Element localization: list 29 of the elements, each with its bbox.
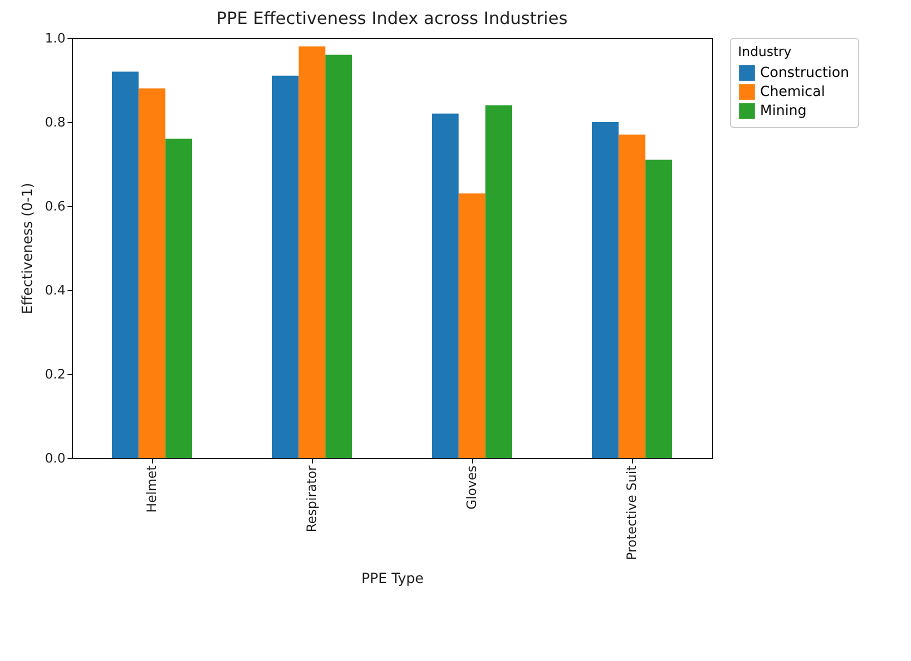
bar [325, 54, 352, 458]
x-axis-title: PPE Type [361, 571, 424, 588]
legend-label: Mining [760, 103, 806, 119]
x-tick-label: Gloves [465, 465, 480, 510]
bar [592, 122, 619, 458]
bar [645, 160, 672, 458]
y-tick-label: 0.4 [44, 284, 66, 298]
bar [458, 193, 486, 458]
bar [432, 114, 459, 458]
bar [138, 88, 166, 458]
bar [165, 138, 192, 458]
x-tick-label: Respirator [305, 464, 320, 532]
x-tick-label: Helmet [145, 466, 160, 513]
chart-title: PPE Effectiveness Index across Industries [216, 9, 568, 29]
y-tick-label: 0.0 [44, 452, 66, 466]
bar [272, 76, 299, 458]
y-tick-label: 0.2 [44, 368, 66, 382]
legend-label: Chemical [760, 84, 825, 100]
legend-title: Industry [738, 45, 792, 60]
legend-label: Construction [760, 65, 850, 81]
x-tick-label: Protective Suit [625, 466, 640, 560]
y-tick-label: 1.0 [44, 32, 66, 46]
bar [112, 72, 139, 458]
bar [618, 134, 646, 458]
bar [298, 46, 326, 458]
y-tick-label: 0.6 [44, 200, 66, 214]
y-axis-title: Effectiveness (0-1) [20, 182, 36, 314]
y-tick-label: 0.8 [44, 116, 66, 130]
bar [485, 105, 512, 458]
